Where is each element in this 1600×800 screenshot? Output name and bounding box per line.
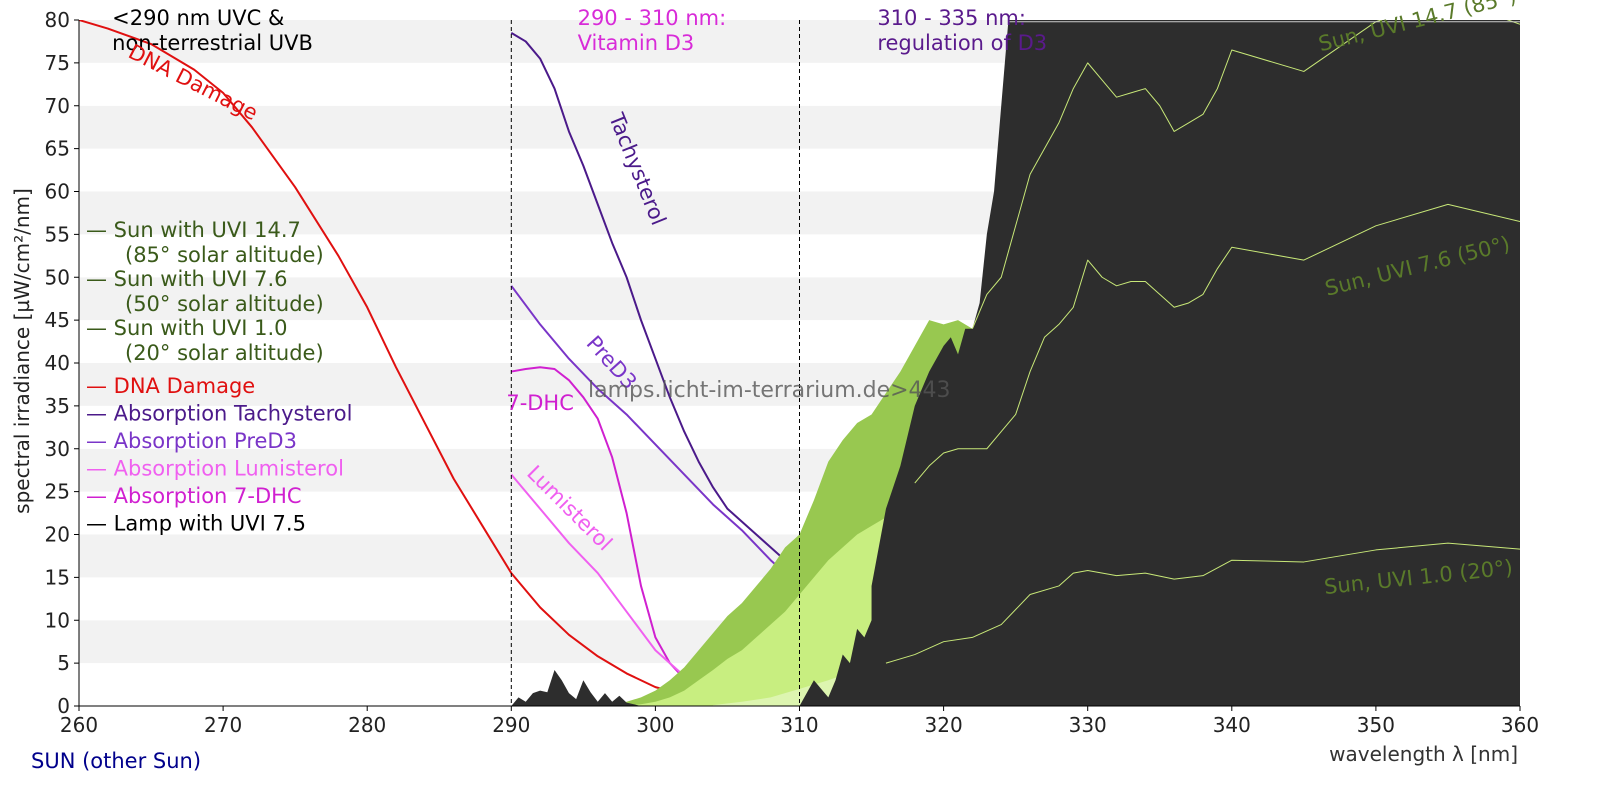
x-tick-label: 280 (348, 713, 386, 737)
series-sun-uvi-1-0-20-line (885, 542, 1520, 664)
axes: 0 5 10 15 20 25 30 35 40 45 50 55 60 65 70 75 80 260 270 28… (10, 8, 1539, 766)
y-tick-label: 10 (45, 608, 70, 632)
plot-area (79, 20, 1520, 706)
y-tick-label: 25 (45, 480, 70, 504)
legend-entry-3: — Sun with UVI 1.0 (86, 316, 288, 340)
y-tick-label: 55 (45, 222, 70, 246)
y-axis-title: spectral irradiance [µW/cm²/nm] (10, 188, 34, 514)
y-tick-label: 70 (45, 94, 70, 118)
legend-entry-3-sub: (20° solar altitude) (125, 341, 324, 365)
legend-entry-2: — Sun with UVI 7.6 (86, 267, 288, 291)
curve-label-7-dhc: 7-DHC (506, 391, 574, 415)
x-tick-label: 270 (204, 713, 242, 737)
region-label-2-line-2: Vitamin D3 (578, 31, 695, 55)
y-tick-label: 15 (45, 565, 70, 589)
x-tick-label: 290 (492, 713, 530, 737)
y-tick-label: 5 (57, 651, 70, 675)
legend-entry-2-sub: (50° solar altitude) (125, 292, 324, 316)
series-lamp-with-uvi-7-5-area (511, 20, 1520, 706)
y-tick-label: 65 (45, 137, 70, 161)
legend-entry-7: — Absorption Lumisterol (86, 457, 344, 481)
region-label-1-line-2: non-terrestrial UVB (112, 31, 313, 55)
legend-entry-1-sub: (85° solar altitude) (125, 243, 324, 267)
y-tick-label: 30 (45, 437, 70, 461)
legend-entry-4: — DNA Damage (86, 374, 255, 398)
series-sun-uvi-7-6-50-line (914, 203, 1520, 484)
x-tick-label: 360 (1501, 713, 1539, 737)
legend-entry-5: — Absorption Tachysterol (86, 402, 352, 426)
series-sun-uvi-14-7-85-line (971, 20, 1520, 329)
x-tick-label: 260 (60, 713, 98, 737)
y-tick-label: 80 (45, 8, 70, 32)
region-label-3-line-2: regulation of D3 (877, 31, 1047, 55)
y-tick-label: 0 (57, 694, 70, 718)
y-tick-label: 40 (45, 351, 70, 375)
y-tick-label: 50 (45, 265, 70, 289)
footer-sun-label: SUN (other Sun) (31, 749, 201, 773)
x-tick-label: 310 (780, 713, 818, 737)
y-tick-label: 20 (45, 523, 70, 547)
x-axis-title: wavelength λ [nm] (1329, 742, 1518, 766)
legend-entry-1: — Sun with UVI 14.7 (86, 218, 301, 242)
x-tick-label: 320 (925, 713, 963, 737)
region-label-1-line-1: <290 nm UVC & (112, 6, 284, 30)
y-tick-label: 35 (45, 394, 70, 418)
region-label-3-line-1: 310 - 335 nm: (877, 6, 1026, 30)
x-tick-label: 350 (1357, 713, 1395, 737)
legend-entry-9: — Lamp with UVI 7.5 (86, 512, 306, 536)
y-tick-label: 60 (45, 180, 70, 204)
watermark: lamps.licht-im-terrarium.de>443 (588, 378, 951, 403)
y-tick-label: 75 (45, 51, 70, 75)
legend-entry-6: — Absorption PreD3 (86, 429, 297, 453)
region-label-2-line-1: 290 - 310 nm: (578, 6, 727, 30)
legend-entry-8: — Absorption 7-DHC (86, 484, 302, 508)
x-tick-label: 300 (636, 713, 674, 737)
series-sun-with-uvi-7-6-area (626, 483, 915, 706)
y-tick-label: 45 (45, 308, 70, 332)
x-tick-label: 340 (1213, 713, 1251, 737)
x-tick-label: 330 (1069, 713, 1107, 737)
